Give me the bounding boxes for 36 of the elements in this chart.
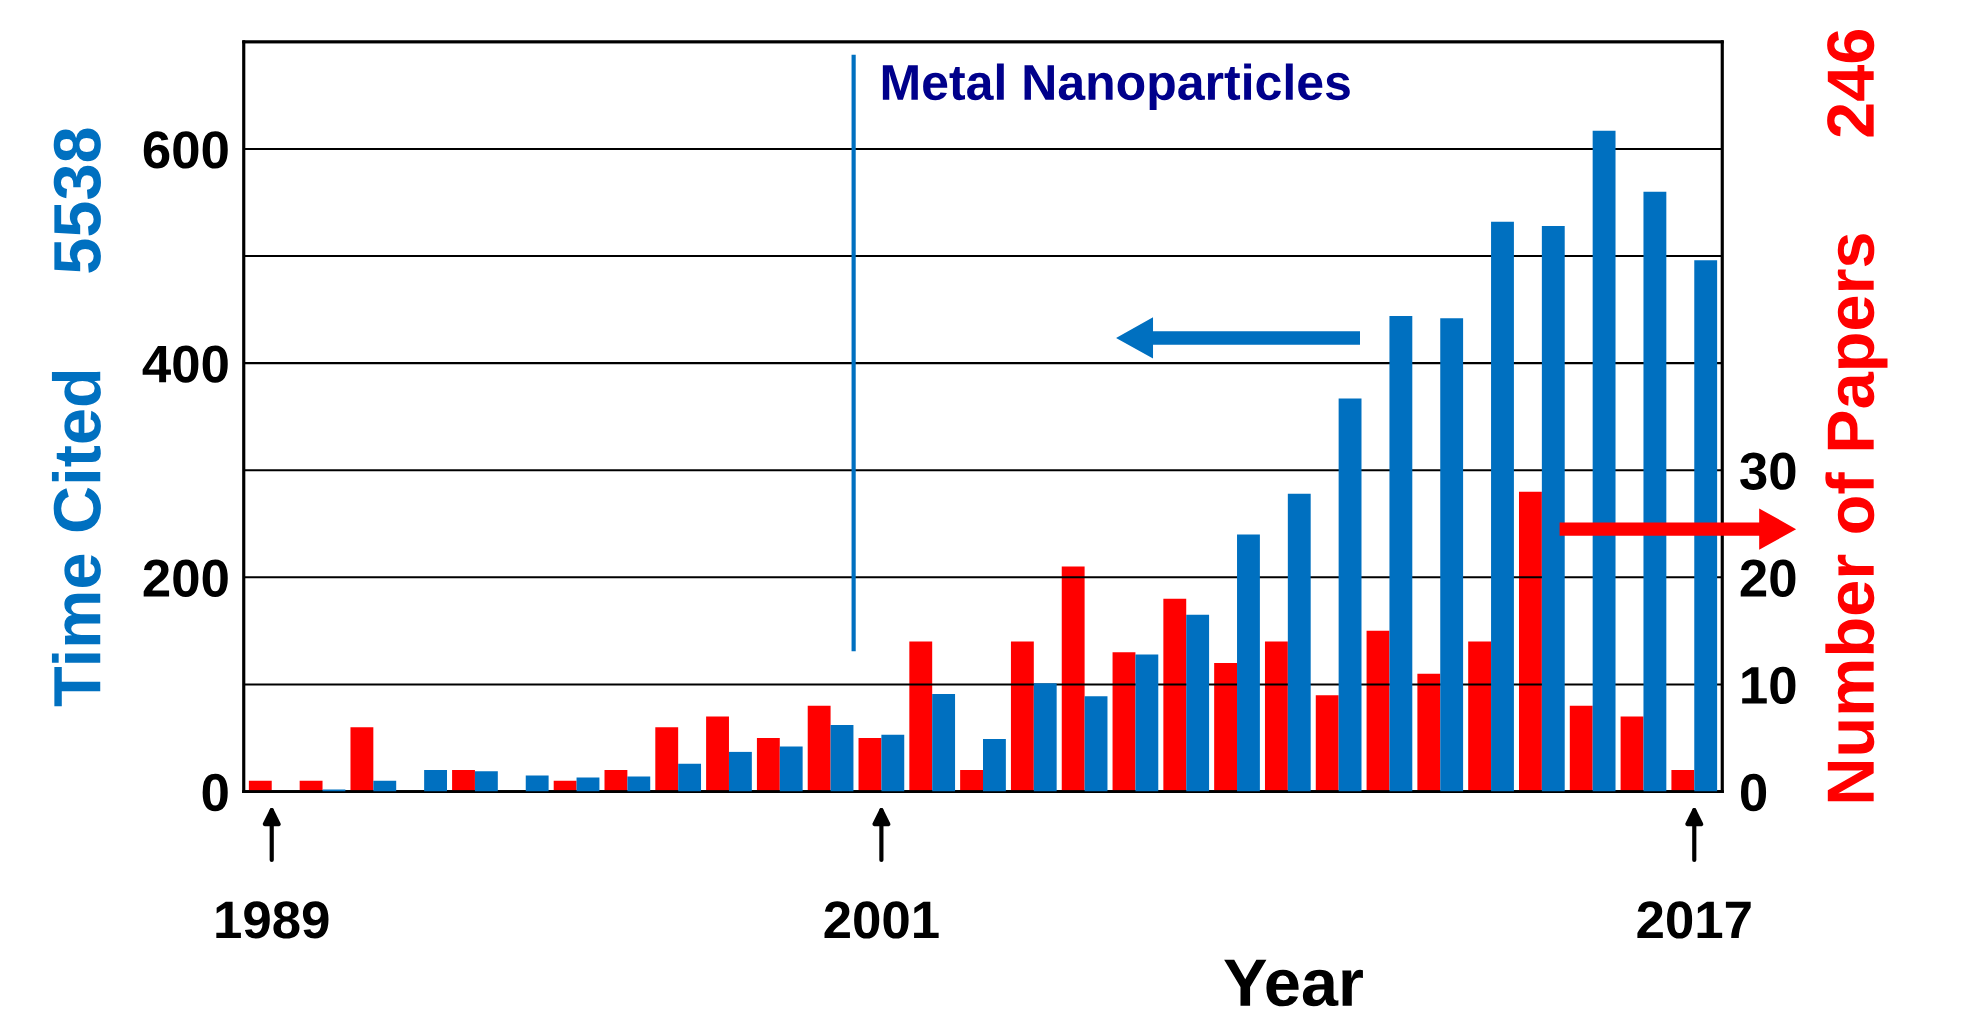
bar xyxy=(525,775,549,792)
bar xyxy=(1440,318,1464,792)
bar xyxy=(1237,534,1260,792)
bar xyxy=(1620,716,1644,792)
bar xyxy=(1671,770,1695,792)
bar xyxy=(1338,398,1362,792)
y2-axis-title: Number of Papers 246 xyxy=(1825,30,1888,802)
bar xyxy=(1592,130,1616,792)
bar xyxy=(983,739,1006,792)
y-tick-label: 0 xyxy=(202,773,228,812)
x-tick-label: 2001 xyxy=(824,901,939,939)
y-tick-label: 400 xyxy=(142,345,228,383)
x-tick-label: 2017 xyxy=(1637,901,1751,939)
bar xyxy=(1491,221,1514,792)
bar xyxy=(1389,316,1413,792)
bar xyxy=(1417,673,1441,792)
y2-tick-label: 30 xyxy=(1740,452,1796,490)
bar xyxy=(373,780,397,792)
x-axis-title: Year xyxy=(1224,959,1363,1007)
y-axis-title: Time Cited 5538 xyxy=(51,128,101,707)
bar xyxy=(1061,566,1085,792)
y-tick-label: 600 xyxy=(143,131,228,169)
y2-tick-label: 20 xyxy=(1740,559,1796,597)
y-tick-label: 200 xyxy=(143,559,228,597)
bar xyxy=(655,727,679,792)
bar xyxy=(350,727,374,792)
y2-tick-label: 10 xyxy=(1742,666,1796,705)
bar xyxy=(424,770,447,792)
bar xyxy=(1315,695,1339,792)
bar xyxy=(1569,705,1593,792)
bar xyxy=(1643,191,1667,792)
chart-title: Metal Nanoparticles xyxy=(882,63,1350,111)
bar xyxy=(1468,641,1492,792)
bar xyxy=(1694,260,1718,792)
y2-tick-label: 0 xyxy=(1740,773,1767,812)
x-tick-label: 1989 xyxy=(216,901,329,939)
